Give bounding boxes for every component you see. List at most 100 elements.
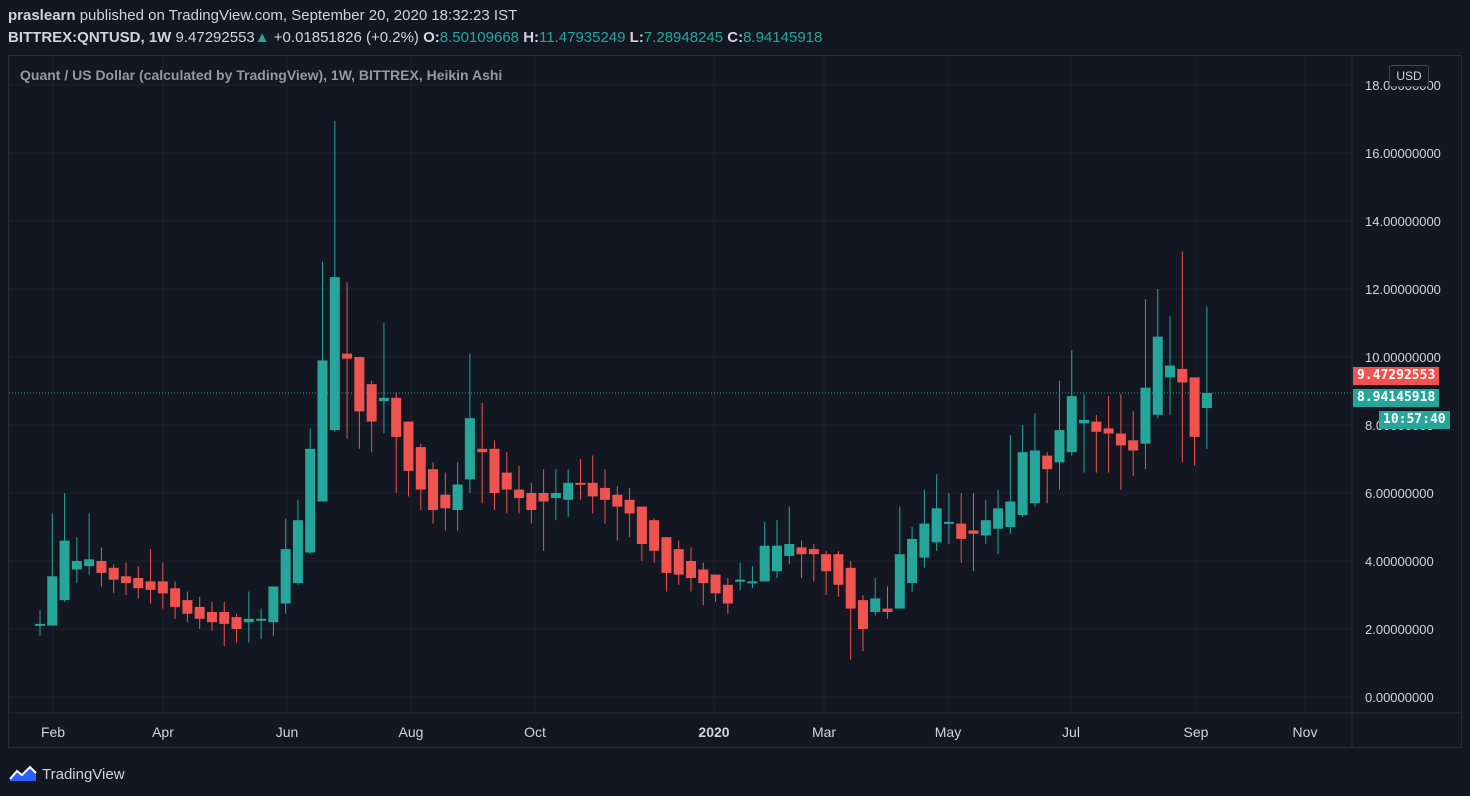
- candle-body: [108, 567, 119, 580]
- candle-body: [661, 537, 672, 573]
- candle-body: [366, 384, 377, 422]
- candle-body: [943, 521, 954, 524]
- candle: [391, 392, 402, 493]
- candle-body: [342, 353, 353, 359]
- x-tick-label: Feb: [41, 724, 65, 740]
- candle-body: [329, 277, 340, 431]
- candle-body: [1201, 393, 1212, 408]
- candle: [857, 595, 868, 652]
- currency-button[interactable]: USD: [1389, 65, 1429, 87]
- candle-body: [1029, 450, 1040, 504]
- candle: [145, 549, 156, 604]
- candle: [108, 564, 119, 594]
- candle-body: [1054, 430, 1065, 463]
- candle: [661, 537, 672, 592]
- candle: [133, 566, 144, 599]
- candle-body: [821, 554, 832, 572]
- low-label: L:: [629, 29, 644, 46]
- candle-body: [1140, 387, 1151, 444]
- candle: [231, 613, 242, 643]
- x-tick-label: Mar: [812, 724, 836, 740]
- candle: [464, 353, 475, 493]
- candle-body: [415, 447, 426, 490]
- candle-body: [919, 523, 930, 558]
- candle: [317, 261, 328, 502]
- candle-body: [305, 448, 316, 553]
- ohlc-legend: BITTREX:QNTUSD, 1W 9.47292553▲ +0.018518…: [8, 29, 822, 46]
- candle-body: [256, 618, 267, 621]
- axes: [9, 56, 1461, 747]
- candle: [514, 465, 525, 514]
- candle-body: [857, 600, 868, 629]
- candle: [1165, 316, 1176, 415]
- candle-body: [993, 508, 1004, 529]
- candle-body: [1079, 419, 1090, 424]
- candle-body: [710, 574, 721, 594]
- candle: [575, 459, 586, 500]
- candle: [735, 562, 746, 590]
- candle-body: [1189, 377, 1200, 437]
- high-value: 11.47935249: [539, 29, 626, 46]
- x-tick-label: May: [935, 724, 961, 740]
- candle-body: [1042, 455, 1053, 470]
- candle: [943, 493, 954, 544]
- up-triangle-icon: ▲: [254, 29, 270, 46]
- x-tick-label: Oct: [524, 724, 546, 740]
- candle-body: [882, 608, 893, 612]
- candle-body: [1005, 501, 1016, 527]
- candle: [993, 489, 1004, 555]
- tradingview-logo-icon: [9, 765, 37, 781]
- candle-body: [980, 520, 991, 536]
- candle-body: [59, 540, 70, 601]
- candle: [219, 601, 230, 646]
- candle: [342, 282, 353, 439]
- candle-body: [722, 584, 733, 604]
- candle: [1115, 394, 1126, 490]
- open-value: 8.50109668: [439, 29, 520, 46]
- candle-body: [501, 472, 512, 490]
- candle-body: [96, 561, 107, 573]
- low-value: 7.28948245: [643, 29, 724, 46]
- candle: [919, 489, 930, 568]
- candle: [845, 561, 856, 660]
- candle: [354, 357, 365, 449]
- candle: [243, 591, 254, 643]
- x-tick-label: Jul: [1062, 724, 1080, 740]
- candle: [1066, 350, 1077, 456]
- candle-body: [231, 617, 242, 629]
- candle: [1079, 394, 1090, 473]
- footer-brand[interactable]: TradingView: [8, 762, 125, 786]
- candle: [292, 499, 303, 585]
- candle: [378, 323, 389, 434]
- candle: [1054, 380, 1065, 490]
- candle: [550, 469, 561, 521]
- last-price-tag: 9.47292553: [1353, 367, 1440, 385]
- candle-body: [931, 508, 942, 543]
- candle-body: [428, 469, 439, 510]
- candle: [403, 421, 414, 497]
- author-name[interactable]: praslearn: [8, 7, 76, 24]
- chart-panel[interactable]: [8, 55, 1462, 748]
- candle-body: [1066, 396, 1077, 453]
- candle: [894, 506, 905, 609]
- open-label: O:: [423, 29, 440, 46]
- candle-body: [477, 448, 488, 453]
- candle-body: [968, 530, 979, 534]
- candle: [808, 544, 819, 582]
- candle: [366, 380, 377, 453]
- candle: [1042, 452, 1053, 504]
- candle: [784, 506, 795, 565]
- candle-body: [84, 559, 95, 567]
- candle-body: [489, 448, 500, 493]
- close-value: 8.94145918: [743, 29, 823, 46]
- candle-body: [894, 554, 905, 609]
- candle-body: [526, 493, 537, 510]
- candle: [747, 566, 758, 589]
- candle: [907, 527, 918, 592]
- candle: [440, 472, 451, 531]
- candle-body: [35, 623, 45, 626]
- candle-body: [194, 606, 205, 619]
- x-tick-label: Aug: [399, 724, 424, 740]
- candle: [1091, 414, 1102, 473]
